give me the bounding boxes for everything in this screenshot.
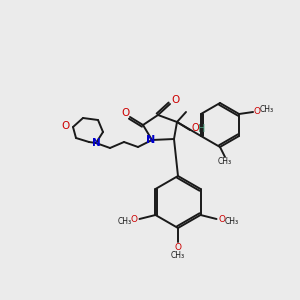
- Text: CH₃: CH₃: [117, 218, 131, 226]
- Text: CH₃: CH₃: [260, 106, 274, 115]
- Text: O: O: [171, 95, 179, 105]
- Text: O: O: [191, 123, 199, 133]
- Text: O: O: [218, 215, 225, 224]
- Text: O: O: [254, 106, 261, 116]
- Text: N: N: [146, 135, 156, 145]
- Text: O: O: [175, 242, 182, 251]
- Text: CH₃: CH₃: [218, 157, 232, 166]
- Text: H: H: [198, 124, 206, 134]
- Text: O: O: [121, 108, 129, 118]
- Text: O: O: [131, 215, 138, 224]
- Text: CH₃: CH₃: [224, 218, 239, 226]
- Text: N: N: [92, 138, 100, 148]
- Text: CH₃: CH₃: [171, 250, 185, 260]
- Text: O: O: [62, 121, 70, 131]
